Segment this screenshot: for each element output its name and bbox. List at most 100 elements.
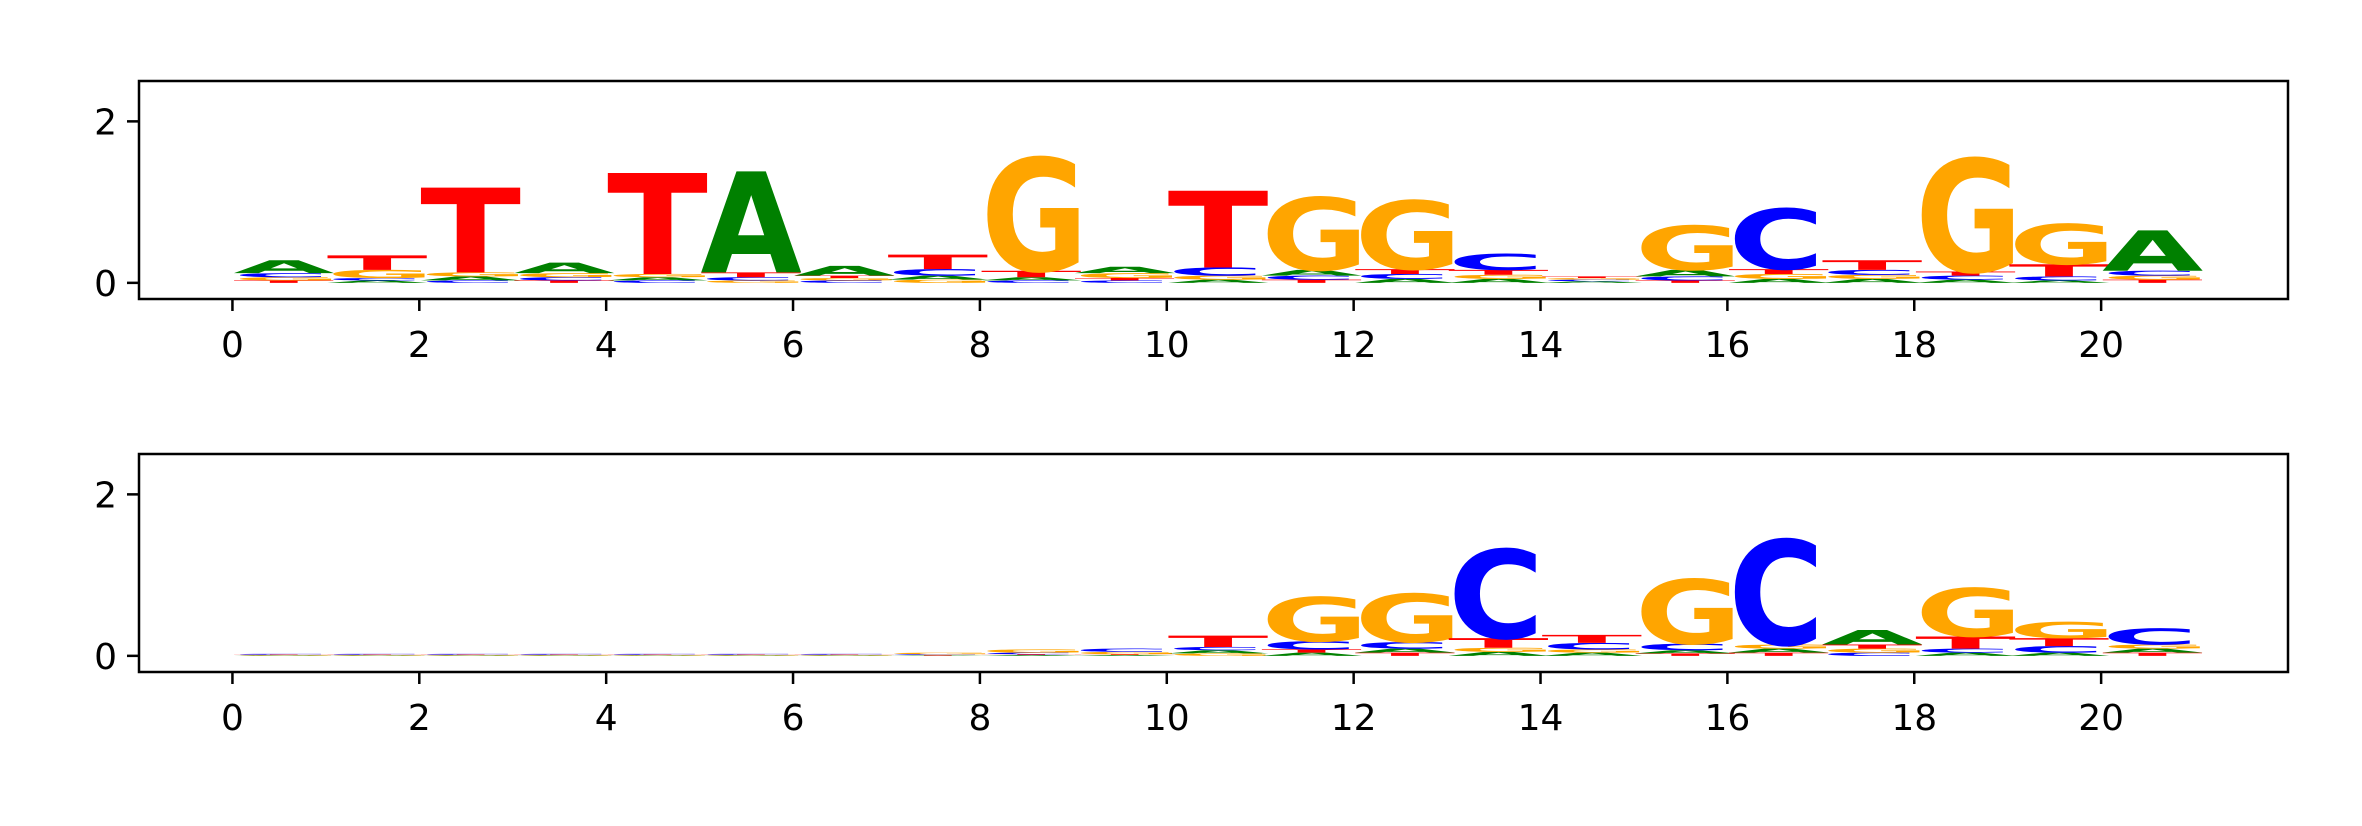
logo-letter-C-pos-17: C (1822, 652, 1918, 657)
logo-panel-top: TGCAACGTCAGTTCGACAGTGCTACGTAGACTCATGCTGA… (94, 79, 2290, 366)
logo-letter-G-pos-8: G (981, 127, 1088, 308)
logo-letter-A-pos-19: A (2009, 652, 2111, 657)
logo-letter-A-pos-16: A (1728, 647, 1830, 653)
x-tick-label-10: 10 (1144, 325, 1190, 366)
logo-letter-T-pos-17: T (1822, 258, 1923, 273)
logo-letter-G-pos-3: G (514, 272, 621, 278)
logo-letter-C-pos-8: C (981, 652, 1077, 655)
logo-letter-C-pos-6: C (794, 280, 890, 284)
logo-letter-C-pos-12: C (1355, 273, 1451, 281)
logo-letter-C-pos-7: C (887, 654, 983, 655)
x-tick-label-2: 2 (408, 325, 431, 366)
logo-letter-G-pos-7: G (887, 279, 994, 284)
logo-letter-A-pos-9: A (1074, 655, 1176, 656)
logo-letter-A-pos-15: A (1635, 649, 1737, 654)
logo-letter-T-pos-5: T (701, 654, 802, 655)
logo-letter-A-pos-12: A (1355, 647, 1457, 653)
logo-letter-G-pos-11: G (1261, 178, 1368, 294)
logo-letter-C-pos-3: C (514, 276, 610, 281)
x-tick-label-14: 14 (1518, 698, 1564, 739)
logo-letter-G-pos-12: G (1355, 182, 1462, 292)
x-tick-label-0: 0 (221, 325, 244, 366)
logo-letter-G-pos-14: G (1541, 278, 1648, 281)
logo-letter-T-pos-11: T (1261, 649, 1362, 654)
logo-letter-A-pos-17: A (1822, 626, 1923, 649)
logo-letter-A-pos-11: A (1261, 268, 1363, 277)
logo-letter-C-pos-3: C (514, 654, 610, 655)
logo-panel-bottom: AGTCAGTCAGTCAGTCAGTCAGTCAGTCATCGATCGATGC… (94, 452, 2290, 739)
logo-letter-G-pos-11: G (1261, 585, 1368, 656)
logo-letter-C-pos-19: C (2009, 644, 2105, 654)
logo-letter-C-pos-13: C (1448, 525, 1544, 667)
logo-letter-A-pos-5: A (701, 144, 802, 305)
logo-letter-T-pos-20: T (2102, 279, 2203, 284)
logo-letter-T-pos-14: T (1541, 276, 1642, 279)
logo-letter-T-pos-6: T (794, 275, 895, 279)
logo-letter-A-pos-17: A (1822, 278, 1924, 284)
logo-letter-C-pos-4: C (607, 280, 703, 284)
logo-letter-A-pos-2: A (420, 655, 522, 656)
logo-letters-bottom: AGTCAGTCAGTCAGTCAGTCAGTCAGTCATCGATCGATGC… (233, 512, 2209, 672)
y-tick-label-0: 0 (94, 264, 117, 305)
logo-letter-C-pos-0: C (233, 654, 329, 655)
logo-letter-T-pos-17: T (1822, 643, 1923, 649)
logo-letter-A-pos-13: A (1448, 651, 1550, 657)
logo-letter-T-pos-4: T (607, 145, 708, 307)
axes-frame-top (137, 79, 2290, 301)
logo-letter-C-pos-2: C (420, 654, 516, 655)
logo-letter-T-pos-18: T (1915, 633, 2016, 652)
logo-letter-G-pos-10: G (1168, 274, 1275, 280)
logo-letter-T-pos-19: T (2009, 636, 2110, 649)
logo-letter-T-pos-2: T (420, 166, 521, 301)
logo-letter-C-pos-14: C (1541, 279, 1637, 282)
x-tick-label-6: 6 (782, 325, 805, 366)
logo-letter-A-pos-6: A (794, 655, 896, 656)
logo-letter-C-pos-18: C (1915, 274, 2011, 280)
logo-letter-T-pos-16: T (1728, 652, 1829, 657)
logo-letter-C-pos-15: C (1635, 642, 1731, 652)
x-tick-label-12: 12 (1331, 325, 1377, 366)
logo-letter-C-pos-8: C (981, 280, 1077, 284)
logo-letter-C-pos-12: C (1355, 640, 1451, 650)
logo-letter-T-pos-2: T (420, 654, 521, 655)
logo-letter-T-pos-8: T (981, 269, 1082, 279)
logo-letter-A-pos-10: A (1168, 279, 1270, 284)
x-tick-label-20: 20 (2078, 325, 2124, 366)
logo-letter-A-pos-3: A (514, 260, 615, 277)
logo-letter-G-pos-12: G (1355, 581, 1462, 658)
logo-letter-T-pos-13: T (1448, 635, 1549, 650)
logo-letter-G-pos-16: G (1728, 643, 1835, 649)
logo-letter-T-pos-0: T (233, 654, 334, 655)
logo-letter-A-pos-8: A (981, 276, 1083, 281)
logo-letter-A-pos-14: A (1541, 281, 1643, 284)
y-tick-label-2: 2 (94, 102, 117, 143)
logo-letter-A-pos-13: A (1448, 278, 1550, 284)
logo-letter-C-pos-2: C (420, 280, 516, 284)
logo-letter-G-pos-3: G (514, 655, 621, 656)
x-tick-label-10: 10 (1144, 698, 1190, 739)
logo-letter-A-pos-7: A (887, 655, 989, 656)
logo-letter-G-pos-10: G (1168, 653, 1275, 657)
logo-letter-G-pos-8: G (981, 649, 1088, 654)
y-tick-label-2: 2 (94, 475, 117, 516)
logo-letter-C-pos-0: C (233, 272, 329, 278)
logo-letter-G-pos-16: G (1728, 273, 1835, 281)
logo-letter-T-pos-13: T (1448, 269, 1549, 277)
x-tick-label-12: 12 (1331, 698, 1377, 739)
logo-letter-C-pos-10: C (1168, 265, 1264, 278)
logo-letter-G-pos-15: G (1635, 562, 1742, 665)
logo-letter-G-pos-0: G (233, 276, 340, 281)
logo-letter-T-pos-0: T (233, 280, 334, 284)
logo-letter-G-pos-1: G (327, 268, 434, 281)
logo-letter-T-pos-3: T (514, 654, 615, 655)
x-tick-label-16: 16 (1704, 698, 1750, 739)
x-tick-label-2: 2 (408, 698, 431, 739)
logo-letter-A-pos-14: A (1541, 652, 1643, 657)
logo-letter-C-pos-1: C (327, 654, 423, 655)
x-tick-label-8: 8 (968, 325, 991, 366)
logo-letter-C-pos-6: C (794, 654, 890, 655)
logo-letter-C-pos-9: C (1074, 280, 1170, 284)
logo-letter-G-pos-13: G (1448, 647, 1555, 653)
logo-letter-A-pos-9: A (1074, 265, 1176, 275)
